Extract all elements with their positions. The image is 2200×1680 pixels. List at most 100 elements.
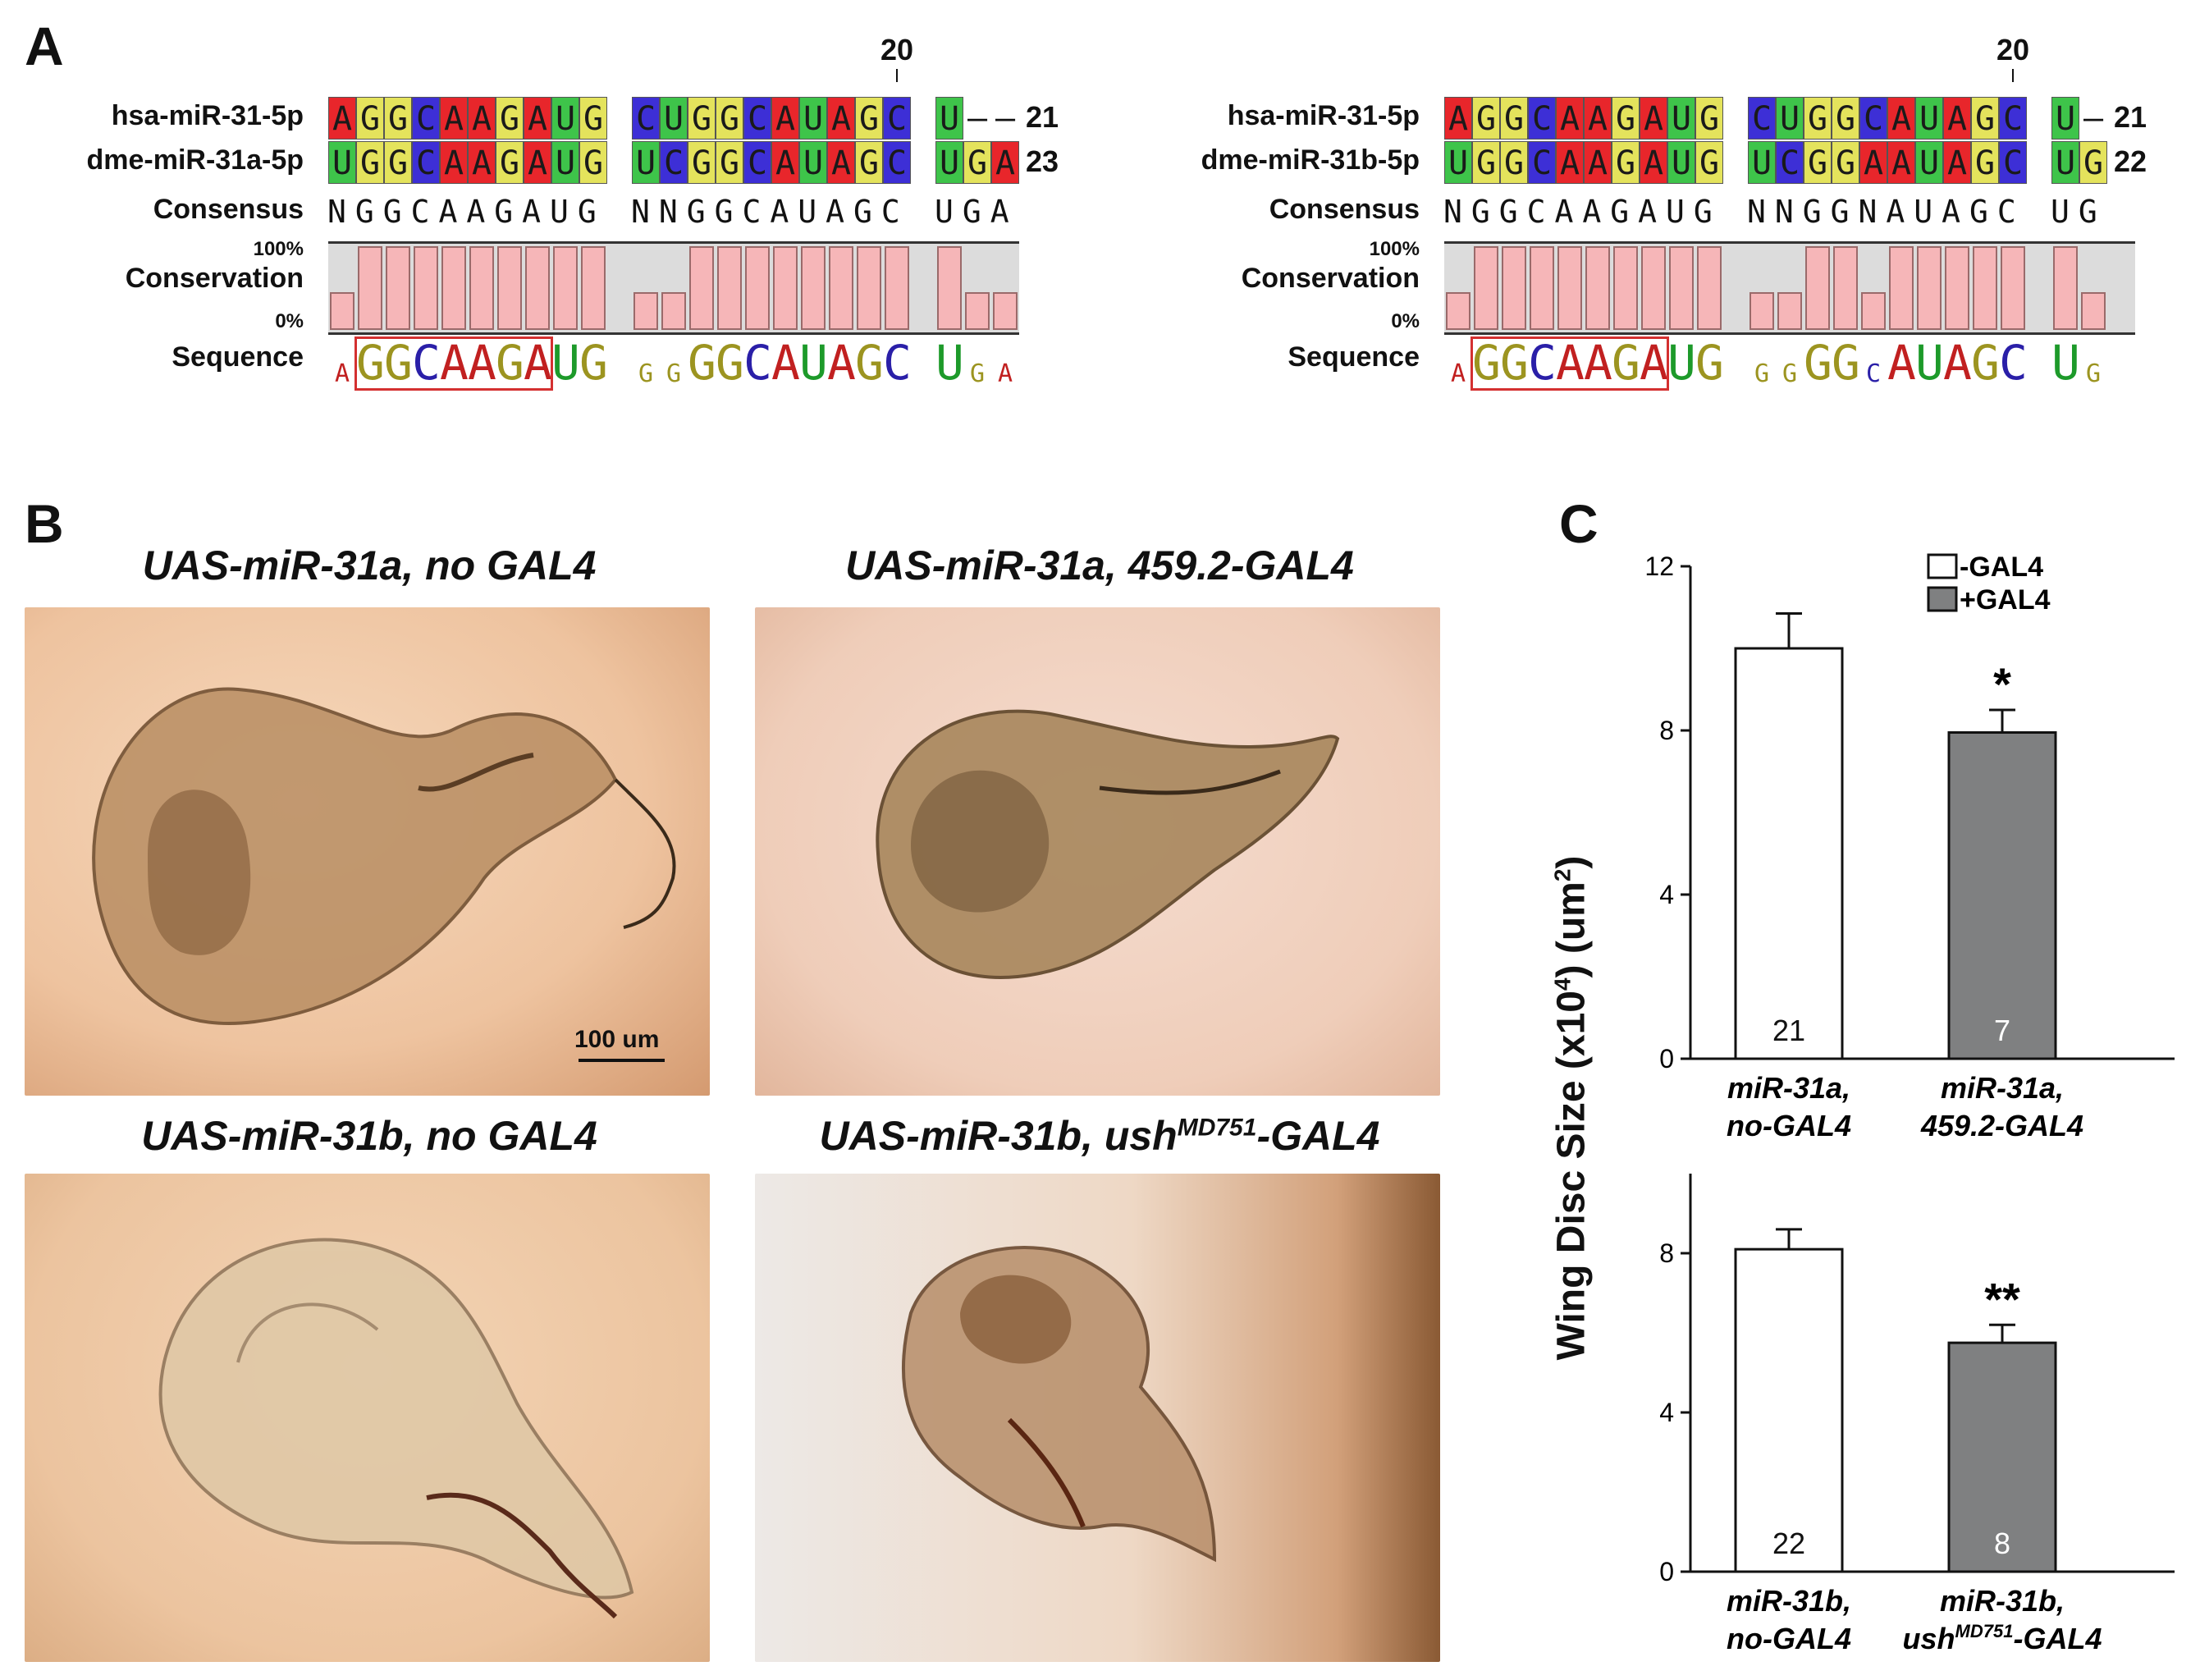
logo-letter: G bbox=[1612, 335, 1640, 391]
sequence-name: dme-miR-31a-5p bbox=[86, 144, 304, 176]
position-tick bbox=[2012, 69, 2014, 82]
category-label-line2: ushMD751-GAL4 bbox=[1903, 1621, 2102, 1655]
logo-letter: C bbox=[743, 335, 772, 391]
nucleotide-cell: A bbox=[524, 141, 551, 184]
nucleotide-cell: C bbox=[743, 97, 771, 140]
nucleotide-cell: G bbox=[688, 97, 716, 140]
bar bbox=[1734, 647, 1844, 1060]
ylabel-end: ) bbox=[1549, 855, 1594, 869]
label-part: ush bbox=[1903, 1622, 1955, 1655]
conservation-bar bbox=[801, 246, 826, 330]
wing-disc-image bbox=[92, 687, 676, 1025]
conservation-bar bbox=[717, 246, 742, 330]
wing-disc-image bbox=[158, 1238, 634, 1619]
conservation-bar bbox=[386, 246, 410, 330]
nucleotide-cell: C bbox=[1776, 141, 1804, 184]
consensus-sequence: NGGCAAGAUG bbox=[327, 194, 606, 230]
conservation-bar bbox=[937, 246, 962, 330]
nucleotide-cell: A bbox=[1887, 97, 1915, 140]
category-label-line2: no-GAL4 bbox=[1727, 1622, 1851, 1655]
seed-region-box bbox=[354, 336, 553, 391]
conservation-bar bbox=[581, 246, 606, 330]
logo-letter: A bbox=[1450, 359, 1466, 388]
conservation-bar bbox=[1833, 246, 1858, 330]
nucleotide-cell: G bbox=[1472, 141, 1500, 184]
nucleotide-cell: C bbox=[1528, 97, 1556, 140]
bar bbox=[1947, 731, 2057, 1060]
nucleotide-cell: C bbox=[412, 141, 440, 184]
logo-letter: A bbox=[1887, 335, 1916, 391]
conservation-bar bbox=[1697, 246, 1722, 330]
nucleotide-cell: G bbox=[496, 97, 524, 140]
nucleotide-cell: U bbox=[935, 97, 963, 140]
sequence-block: U – – bbox=[935, 97, 1019, 140]
conservation-bar bbox=[661, 292, 686, 330]
conservation-bar bbox=[857, 246, 881, 330]
nucleotide-cell: G bbox=[1804, 141, 1832, 184]
y-tick-label: 4 bbox=[1659, 880, 1674, 909]
sequence-length: 21 bbox=[1026, 100, 1059, 134]
consensus-label: Consensus bbox=[153, 194, 304, 225]
n-label: 8 bbox=[1994, 1527, 2010, 1560]
nucleotide-cell: G bbox=[1832, 97, 1859, 140]
category-label-line1: miR-31b, bbox=[1727, 1584, 1851, 1618]
conservation-bar bbox=[1530, 246, 1554, 330]
image-title-bottom-right: UAS-miR-31b, ushMD751-GAL4 bbox=[755, 1112, 1444, 1160]
ylabel-sup2: 2 bbox=[1549, 868, 1576, 882]
logo-letter: C bbox=[1865, 359, 1882, 388]
nucleotide-cell: C bbox=[1528, 141, 1556, 184]
conservation-bar bbox=[1889, 246, 1914, 330]
category-label-line1: miR-31b, bbox=[1940, 1584, 2065, 1618]
conservation-bar bbox=[1502, 246, 1526, 330]
conservation-bar bbox=[2081, 292, 2106, 330]
y-tick-label: 12 bbox=[1644, 552, 1674, 581]
logo-letter: C bbox=[1999, 335, 2028, 391]
conservation-bar bbox=[553, 246, 578, 330]
nucleotide-cell: U bbox=[2051, 141, 2079, 184]
logo-letter: U bbox=[935, 335, 964, 391]
logo-letter: A bbox=[334, 359, 350, 388]
nucleotide-cell: G bbox=[1971, 97, 1999, 140]
conservation-bar bbox=[829, 246, 853, 330]
nucleotide-cell: U bbox=[660, 97, 688, 140]
ylabel-sup: 4 bbox=[1549, 977, 1576, 991]
nucleotide-cell: A bbox=[1943, 141, 1971, 184]
nucleotide-cell: U bbox=[551, 141, 579, 184]
logo-letter: G bbox=[1500, 335, 1529, 391]
panel-letter-c: C bbox=[1559, 493, 1599, 554]
seed-region-box bbox=[1470, 336, 1669, 391]
nucleotide-cell: G bbox=[356, 97, 384, 140]
conservation-bar bbox=[1777, 292, 1802, 330]
nucleotide-cell: G bbox=[2079, 141, 2107, 184]
logo-letter: U bbox=[1667, 335, 1696, 391]
ylabel-mid: ) (um bbox=[1549, 881, 1594, 978]
logo-letter: G bbox=[665, 359, 682, 388]
bar bbox=[1734, 1247, 1844, 1573]
nucleotide-cell: A bbox=[1943, 97, 1971, 140]
conservation-bar bbox=[1557, 246, 1582, 330]
nucleotide-cell: G bbox=[384, 141, 412, 184]
y-tick-label: 4 bbox=[1659, 1398, 1674, 1427]
logo-letter: C bbox=[883, 335, 912, 391]
logo-letter: G bbox=[1781, 359, 1798, 388]
nucleotide-cell: G bbox=[496, 141, 524, 184]
scale-bar-label: 100 um bbox=[574, 1026, 660, 1053]
nucleotide-cell: U bbox=[935, 141, 963, 184]
nucleotide-cell: C bbox=[412, 97, 440, 140]
legend-swatch-plus bbox=[1927, 586, 1958, 612]
nucleotide-cell: A bbox=[524, 97, 551, 140]
position-tick bbox=[896, 69, 898, 82]
consensus-sequence: UG bbox=[2051, 194, 2106, 230]
logo-letter: G bbox=[384, 335, 413, 391]
pct-top: 100% bbox=[1369, 238, 1420, 260]
nucleotide-cell: A bbox=[827, 141, 855, 184]
conservation-bar bbox=[993, 292, 1018, 330]
title-main: UAS-miR-31b, ush bbox=[819, 1113, 1178, 1159]
logo-letter: G bbox=[1971, 335, 2000, 391]
logo-letter: A bbox=[1556, 335, 1585, 391]
nucleotide-cell: G bbox=[1695, 141, 1723, 184]
nucleotide-cell: G bbox=[1832, 141, 1859, 184]
